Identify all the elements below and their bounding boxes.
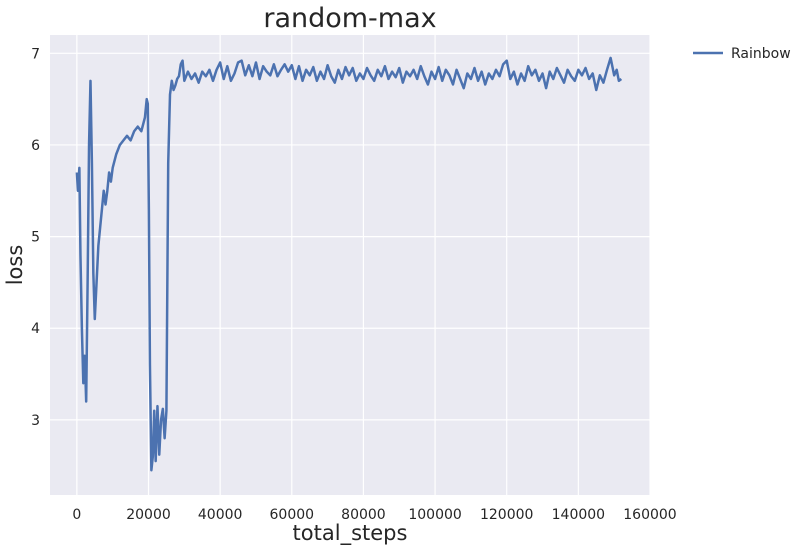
y-tick-labels: 3 4 5 6 7 xyxy=(31,46,40,429)
y-tick-label: 6 xyxy=(31,138,40,154)
legend-label-rainbow: Rainbow xyxy=(731,46,791,62)
x-tick-label: 140000 xyxy=(552,507,605,523)
series-group xyxy=(75,56,623,472)
legend: Rainbow xyxy=(693,46,791,62)
chart-title: random-max xyxy=(263,3,436,34)
y-tick-label: 3 xyxy=(31,413,40,429)
x-tick-label: 100000 xyxy=(408,507,461,523)
x-axis-label: total_steps xyxy=(293,521,408,546)
series-line-rainbow xyxy=(75,56,623,472)
x-tick-label: 120000 xyxy=(480,507,533,523)
y-axis-label: loss xyxy=(3,245,27,286)
y-tick-label: 5 xyxy=(31,230,40,246)
y-tick-label: 7 xyxy=(31,46,40,62)
x-tick-label: 20000 xyxy=(126,507,171,523)
x-tick-label: 0 xyxy=(72,507,81,523)
x-tick-labels: 0 20000 40000 60000 80000 100000 120000 140000 1… xyxy=(72,507,676,523)
x-tick-label: 160000 xyxy=(623,507,676,523)
y-tick-label: 4 xyxy=(31,321,40,337)
x-tick-label: 60000 xyxy=(270,507,315,523)
x-tick-label: 80000 xyxy=(341,507,386,523)
plot-area xyxy=(50,35,650,495)
x-tick-label: 40000 xyxy=(198,507,243,523)
